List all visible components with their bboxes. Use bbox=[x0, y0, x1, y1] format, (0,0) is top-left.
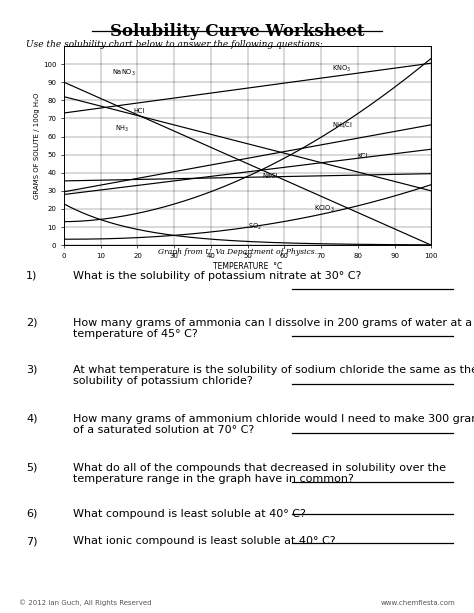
Text: NaCl: NaCl bbox=[262, 173, 278, 179]
Y-axis label: GRAMS OF SOLUTE / 100g H₂O: GRAMS OF SOLUTE / 100g H₂O bbox=[34, 93, 40, 199]
Text: 6): 6) bbox=[26, 509, 37, 519]
Text: 5): 5) bbox=[26, 463, 37, 473]
Text: © 2012 Ian Guch, All Rights Reserved: © 2012 Ian Guch, All Rights Reserved bbox=[19, 599, 152, 606]
Text: How many grams of ammonia can I dissolve in 200 grams of water at a
temperature : How many grams of ammonia can I dissolve… bbox=[73, 318, 473, 339]
Text: What compound is least soluble at 40° C?: What compound is least soluble at 40° C? bbox=[73, 509, 306, 519]
Text: NH$_3$: NH$_3$ bbox=[116, 124, 130, 134]
Text: Graph from U. Va Department of Physics.: Graph from U. Va Department of Physics. bbox=[157, 248, 317, 256]
Text: KNO$_3$: KNO$_3$ bbox=[332, 64, 351, 74]
X-axis label: TEMPERATURE  °C: TEMPERATURE °C bbox=[213, 262, 283, 270]
Text: KClO$_3$: KClO$_3$ bbox=[314, 204, 335, 214]
Text: 4): 4) bbox=[26, 414, 37, 424]
Text: 2): 2) bbox=[26, 318, 37, 327]
Text: What do all of the compounds that decreased in solubility over the
temperature r: What do all of the compounds that decrea… bbox=[73, 463, 447, 484]
Text: What is the solubility of potassium nitrate at 30° C?: What is the solubility of potassium nitr… bbox=[73, 271, 362, 281]
Text: 3): 3) bbox=[26, 365, 37, 375]
Text: www.chemfiesta.com: www.chemfiesta.com bbox=[380, 600, 455, 606]
Text: HCl: HCl bbox=[134, 108, 145, 114]
Text: Solubility Curve Worksheet: Solubility Curve Worksheet bbox=[110, 23, 364, 40]
Text: At what temperature is the solubility of sodium chloride the same as the
solubil: At what temperature is the solubility of… bbox=[73, 365, 474, 386]
Text: How many grams of ammonium chloride would I need to make 300 grams
of a saturate: How many grams of ammonium chloride woul… bbox=[73, 414, 474, 435]
Text: KCl: KCl bbox=[358, 153, 368, 159]
Text: Use the solubility chart below to answer the following questions:: Use the solubility chart below to answer… bbox=[26, 40, 323, 49]
Text: What ionic compound is least soluble at 40° C?: What ionic compound is least soluble at … bbox=[73, 536, 336, 546]
Text: 1): 1) bbox=[26, 271, 37, 281]
Text: SO$_2$: SO$_2$ bbox=[247, 222, 262, 232]
Text: NaNO$_3$: NaNO$_3$ bbox=[112, 67, 136, 78]
Text: 7): 7) bbox=[26, 536, 37, 546]
Text: NH$_4$Cl: NH$_4$Cl bbox=[332, 121, 353, 131]
